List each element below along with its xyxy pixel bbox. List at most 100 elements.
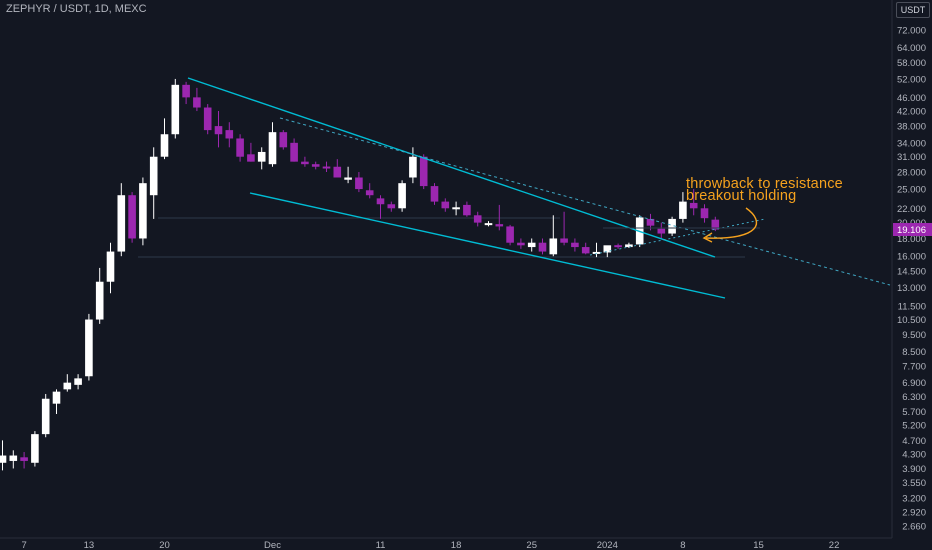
candle-body <box>657 228 666 234</box>
price-tick-label: 4.700 <box>902 436 926 447</box>
candle-body <box>52 391 61 404</box>
candle-body <box>128 195 136 239</box>
candle-body <box>214 126 223 135</box>
time-tick-label: 7 <box>21 540 26 550</box>
price-tick-label: 25.000 <box>897 185 926 196</box>
candle-body <box>614 245 622 248</box>
candle-body <box>463 204 471 216</box>
price-tick-label: 10.500 <box>897 315 926 326</box>
candle-body <box>160 134 169 157</box>
price-tick-label: 42.000 <box>897 107 926 118</box>
price-tick-label: 9.500 <box>902 330 926 341</box>
candle-body <box>571 242 579 248</box>
candle-body <box>398 183 406 209</box>
candle-body <box>247 154 255 162</box>
candle-body <box>139 183 147 239</box>
candle-body <box>700 208 709 219</box>
price-tick-label: 28.000 <box>897 168 926 179</box>
price-tick-label: 18.000 <box>897 234 926 245</box>
candle-body <box>41 398 50 435</box>
channel-upper-line[interactable] <box>187 77 716 258</box>
candle-body <box>203 107 212 131</box>
candle-body <box>581 247 590 254</box>
candle-body <box>0 455 7 463</box>
price-tick-label: 5.700 <box>902 407 926 418</box>
candle-body <box>85 319 93 377</box>
price-tick-label: 14.500 <box>897 266 926 277</box>
candle-body <box>182 84 190 98</box>
candle-body <box>473 215 482 223</box>
symbol-title[interactable]: ZEPHYR / USDT, 1D, MEXC <box>6 3 147 15</box>
channel-lower-line[interactable] <box>249 192 726 299</box>
price-tick-label: 3.550 <box>902 478 926 489</box>
candle-body <box>549 238 558 255</box>
candle-body <box>679 201 687 219</box>
price-tick-label: 7.700 <box>902 362 926 373</box>
price-tick-label: 6.300 <box>902 392 926 403</box>
candle-body <box>279 132 288 148</box>
time-tick-label: 2024 <box>597 540 618 550</box>
candle-body <box>333 166 342 178</box>
candle-body <box>365 190 374 196</box>
candle-body <box>711 219 720 230</box>
candle-body <box>646 218 655 226</box>
candle-body <box>517 242 525 246</box>
time-tick-label: 8 <box>680 540 685 550</box>
candle-body <box>441 201 450 209</box>
candle-body <box>95 281 104 320</box>
price-tick-label: 11.500 <box>898 301 926 312</box>
price-tick-label: 2.660 <box>902 522 926 533</box>
candle-body <box>171 84 180 135</box>
candle-body <box>9 455 18 461</box>
candle-body <box>376 198 385 205</box>
candle-body <box>419 156 428 187</box>
candle-body <box>538 242 547 252</box>
candle-body <box>149 156 158 196</box>
candle-body <box>301 161 309 165</box>
candle-body <box>668 218 676 234</box>
candle-body <box>225 130 234 139</box>
drawings[interactable] <box>187 77 891 299</box>
price-tick-label: 3.200 <box>902 494 926 505</box>
price-tick-label: 64.000 <box>897 43 926 54</box>
price-tick-label: 52.000 <box>897 74 926 85</box>
candle-body <box>506 226 514 243</box>
annotation-text[interactable]: throwback to resistance breakout holding <box>686 176 843 204</box>
candle-body <box>603 245 612 253</box>
annotation-arrow[interactable] <box>705 207 758 239</box>
currency-tag[interactable]: USDT <box>896 2 930 18</box>
time-tick-label: 18 <box>451 540 462 550</box>
candle-body <box>117 195 126 252</box>
price-tick-label: 5.200 <box>902 421 926 432</box>
candle-body <box>625 244 633 248</box>
candle-body <box>257 151 266 162</box>
candle-body <box>355 177 363 190</box>
candle-body <box>290 142 298 162</box>
candle-body <box>106 251 115 282</box>
last-price-label: 19.106 <box>897 225 926 236</box>
price-tick-label: 58.000 <box>897 58 926 69</box>
last-price-badge <box>893 223 932 237</box>
candle-body <box>452 207 460 210</box>
price-tick-label: 13.000 <box>897 283 926 294</box>
price-tick-label: 2.920 <box>902 507 926 518</box>
chart-guides <box>138 217 745 258</box>
candle-body <box>592 251 601 254</box>
price-tick-label: 16.000 <box>897 252 926 263</box>
annotation-line: breakout holding <box>686 188 797 204</box>
price-tick-label: 31.000 <box>897 152 926 163</box>
price-tick-label: 8.500 <box>902 347 926 358</box>
price-tick-label: 3.900 <box>902 464 926 475</box>
candle-body <box>31 434 39 463</box>
candle-body <box>63 382 72 390</box>
candle-body <box>193 97 201 108</box>
time-tick-label: 15 <box>753 540 764 550</box>
annotation-line: throwback to resistance <box>686 176 843 192</box>
time-tick-label: 22 <box>829 540 840 550</box>
price-tick-label: 6.900 <box>902 378 926 389</box>
candle-body <box>387 204 396 209</box>
candle-body <box>74 378 82 385</box>
